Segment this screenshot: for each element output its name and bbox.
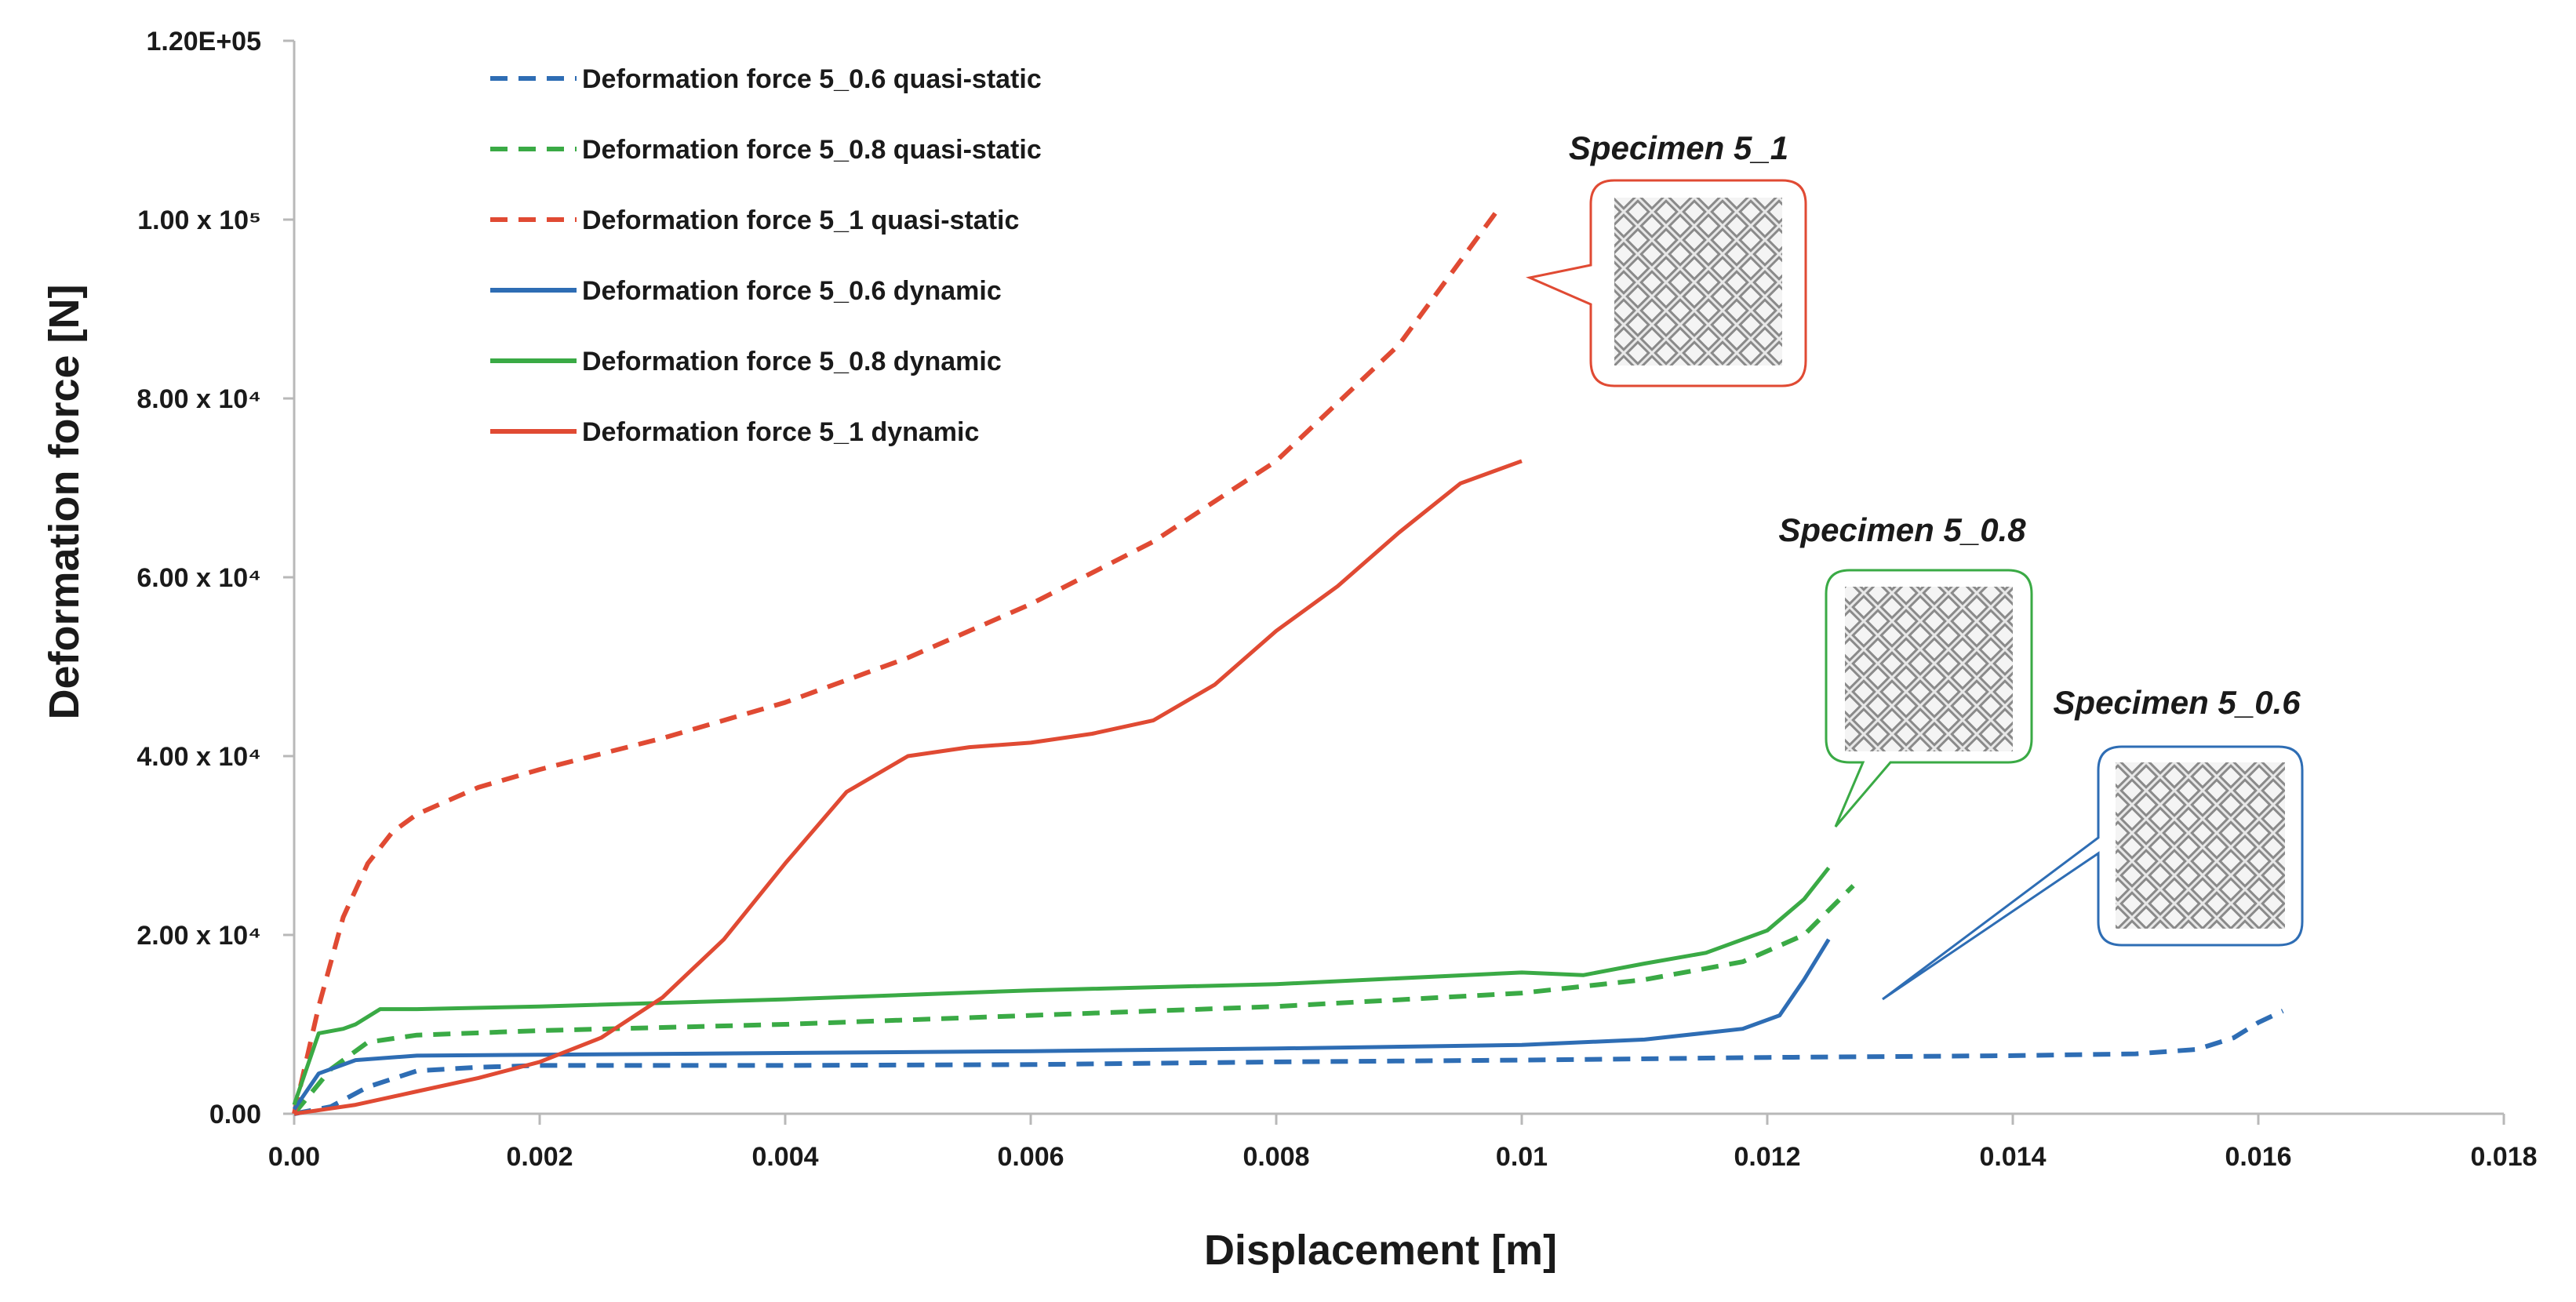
series-line-1 <box>293 1009 2284 1116</box>
y-tick-label: 2.00 x 10⁴ <box>136 921 261 951</box>
lattice-specimen-image <box>1845 587 2013 751</box>
legend-label: Deformation force 5_0.8 quasi-static <box>582 135 1042 165</box>
x-tick-label: 0.006 <box>997 1142 1064 1172</box>
legend-label: Deformation force 5_0.8 dynamic <box>582 347 1002 376</box>
x-tick-label: 0.004 <box>751 1142 818 1172</box>
x-tick-label: 0.018 <box>2470 1142 2537 1172</box>
x-tick-label: 0.008 <box>1243 1142 1309 1172</box>
callout-specimen-5-0.6: Specimen 5_0.6 <box>1882 684 2304 1001</box>
callout-specimen-5-0.8: Specimen 5_0.8 <box>1778 511 2033 827</box>
y-axis-title: Deformation force [N] <box>41 284 88 719</box>
x-tick-label: 0.01 <box>1496 1142 1548 1172</box>
legend-label: Deformation force 5_1 dynamic <box>582 417 979 447</box>
series-line-5 <box>292 866 1831 1106</box>
y-tick-label: 6.00 x 10⁴ <box>136 563 261 593</box>
legend-label: Deformation force 5_1 quasi-static <box>582 205 1019 235</box>
x-tick-label: 0.014 <box>1979 1142 2046 1172</box>
y-tick-label: 1.20E+05 <box>146 27 261 56</box>
legend-label: Deformation force 5_0.6 quasi-static <box>582 64 1042 94</box>
y-tick-label: 1.00 x 10⁵ <box>137 205 261 235</box>
lattice-specimen-image <box>1614 198 1782 366</box>
annotation-label: Specimen 5_0.6 <box>2053 684 2301 721</box>
series-line-2 <box>292 884 1855 1115</box>
legend: Deformation force 5_0.6 quasi-static Defo… <box>490 64 1042 447</box>
x-tick-label: 0.002 <box>506 1142 573 1172</box>
y-tick-label: 4.00 x 10⁴ <box>136 742 261 772</box>
series-line-4 <box>292 938 1831 1111</box>
callout-specimen-5-1: Specimen 5_1 <box>1526 129 1807 387</box>
series-line-6 <box>293 459 1523 1116</box>
x-tick-label: 0.00 <box>268 1142 320 1172</box>
y-tick-label: 8.00 x 10⁴ <box>136 384 261 414</box>
x-tick-label: 0.016 <box>2225 1142 2291 1172</box>
legend-label: Deformation force 5_0.6 dynamic <box>582 276 1002 306</box>
y-tick-label: 0.00 <box>209 1100 261 1129</box>
lattice-specimen-image <box>2116 762 2285 929</box>
annotation-label: Specimen 5_0.8 <box>1778 511 2026 548</box>
annotation-label: Specimen 5_1 <box>1569 129 1788 166</box>
x-axis-title: Displacement [m] <box>1204 1227 1557 1274</box>
x-tick-label: 0.012 <box>1734 1142 1800 1172</box>
series-line-3 <box>292 209 1500 1115</box>
